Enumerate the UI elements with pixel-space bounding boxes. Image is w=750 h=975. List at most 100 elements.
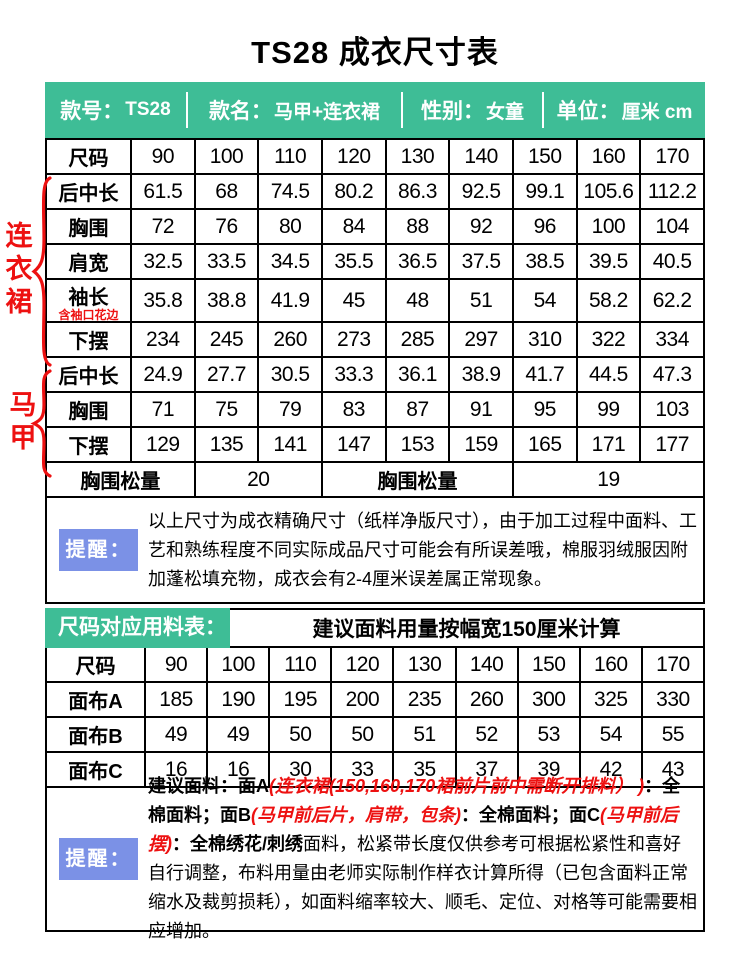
value-cell: 325 — [578, 681, 643, 718]
ease-row: 胸围松量 20 胸围松量 19 — [45, 461, 706, 498]
value-cell: 55 — [640, 716, 706, 753]
text-segment: ：全棉面料；面C — [461, 805, 600, 825]
row-label: 面布C — [45, 751, 146, 788]
text-segment: (连衣裙(150,160,170裙前片前中需断开排料） ) — [269, 776, 645, 796]
value-cell: 260 — [454, 681, 519, 718]
fabric-banner-note: 建议面料用量按幅宽150厘米计算 — [312, 618, 621, 641]
value-cell: 33.5 — [193, 243, 260, 280]
value-cell: 140 — [454, 646, 519, 683]
banner-item-label: 性别： — [420, 100, 484, 123]
vest-brace-icon — [30, 369, 52, 478]
value-cell: 300 — [516, 681, 581, 718]
value-cell: 43 — [640, 751, 706, 788]
value-cell: 48 — [384, 278, 451, 323]
value-cell: 36.5 — [384, 243, 451, 280]
value-cell: 96 — [511, 208, 578, 245]
value-cell: 79 — [257, 391, 323, 428]
value-cell: 80.2 — [320, 173, 387, 210]
value-cell: 91 — [448, 391, 514, 428]
value-cell: 165 — [511, 426, 578, 463]
value-cell: 52 — [454, 716, 519, 753]
value-cell: 190 — [206, 681, 271, 718]
vest-group-label: 马甲 — [9, 390, 37, 453]
table-row: 后中长 61.5 68 74.5 80.2 86.3 92.5 99.1 105.6 112.2 — [45, 173, 705, 210]
value-cell: 87 — [384, 391, 451, 428]
value-cell: 50 — [330, 716, 395, 753]
value-cell: 92.5 — [448, 173, 514, 210]
row-label: 尺码 — [45, 138, 132, 175]
ease-value: 20 — [193, 461, 323, 498]
banner-item-value: 马甲+连衣裙 — [273, 101, 381, 123]
value-cell: 100 — [206, 646, 271, 683]
page-title: TS28 成衣尺寸表 — [251, 35, 499, 70]
reminder-box-1: 提醒： 以上尺寸为成衣精确尺寸（纸样净版尺寸），由于加工过程中面料、工艺和熟练程… — [45, 496, 705, 604]
value-cell: 103 — [639, 391, 705, 428]
value-cell: 129 — [130, 426, 196, 463]
value-cell: 75 — [193, 391, 260, 428]
value-cell: 330 — [640, 681, 706, 718]
value-cell: 30 — [268, 751, 333, 788]
garment-size-table: 尺码 90 100 110 120 130 140 150 160 170 后中长 61.5 68 74.… — [45, 138, 706, 498]
value-cell: 140 — [448, 138, 514, 175]
value-cell: 35 — [392, 751, 457, 788]
table-row: 尺码 90 100 110 120 130 140 150 160 170 — [45, 138, 705, 175]
value-cell: 200 — [330, 681, 395, 718]
value-cell: 84 — [320, 208, 387, 245]
value-cell: 150 — [516, 646, 581, 683]
table-row: 袖长 含袖口花边 35.8 38.8 41.9 45 48 51 54 58.2 62.2 — [45, 278, 705, 323]
value-cell: 27.7 — [193, 356, 260, 393]
value-cell: 36.1 — [384, 356, 451, 393]
banner-item: 款号： TS28 — [45, 82, 186, 138]
table-row: 胸围 71 75 79 83 87 91 95 99 103 — [45, 391, 705, 428]
value-cell: 147 — [320, 426, 387, 463]
table-row: 面布A 185 190 195 200 235 260 300 325 330 — [45, 681, 706, 718]
value-cell: 297 — [448, 321, 514, 358]
value-cell: 16 — [143, 751, 209, 788]
value-cell: 83 — [320, 391, 387, 428]
value-cell: 37.5 — [448, 243, 514, 280]
value-cell: 38.5 — [511, 243, 578, 280]
value-cell: 61.5 — [130, 173, 196, 210]
value-cell: 41.9 — [257, 278, 323, 323]
row-label: 面布B — [45, 716, 146, 753]
row-label: 后中长 — [45, 173, 132, 210]
value-cell: 44.5 — [575, 356, 642, 393]
row-label: 后中长 — [45, 356, 132, 393]
value-cell: 99.1 — [511, 173, 578, 210]
banner-item-value: 女童 — [485, 101, 524, 123]
row-label: 尺码 — [45, 646, 146, 683]
row-label: 下摆 — [45, 321, 132, 358]
value-cell: 130 — [392, 646, 457, 683]
value-cell: 51 — [448, 278, 514, 323]
value-cell: 86.3 — [384, 173, 451, 210]
value-cell: 195 — [268, 681, 333, 718]
value-cell: 80 — [257, 208, 323, 245]
row-label: 胸围 — [45, 208, 132, 245]
row-label: 袖长 含袖口花边 — [45, 278, 132, 323]
value-cell: 177 — [639, 426, 705, 463]
value-cell: 170 — [639, 138, 705, 175]
reminder-rich-text: 建议面料：面A(连衣裙(150,160,170裙前片前中需断开排料） ) ：全棉面… — [148, 772, 697, 946]
value-cell: 153 — [384, 426, 451, 463]
fabric-usage-table: 尺码 90 100 110 120 130 140 150 160 170 面布A 185 190 195… — [45, 646, 706, 788]
value-cell: 310 — [511, 321, 578, 358]
row-label: 肩宽 — [45, 243, 132, 280]
banner-item-label: 款号： — [60, 100, 124, 123]
banner-item: 性别： 女童 — [403, 82, 542, 138]
banner-item-value: 厘米 cm — [621, 101, 693, 123]
value-cell: 50 — [268, 716, 333, 753]
value-cell: 33 — [330, 751, 395, 788]
value-cell: 68 — [193, 173, 260, 210]
value-cell: 38.9 — [448, 356, 514, 393]
banner-item-label: 款名： — [208, 100, 272, 123]
value-cell: 160 — [575, 138, 642, 175]
table-row: 下摆 234 245 260 273 285 297 310 322 334 — [45, 321, 705, 358]
value-cell: 42 — [578, 751, 643, 788]
value-cell: 76 — [193, 208, 260, 245]
text-segment: 建议面料：面A — [148, 776, 269, 796]
fabric-banner: 尺码对应用料表： 建议面料用量按幅宽150厘米计算 — [45, 608, 705, 648]
table-row: 尺码 90 100 110 120 130 140 150 160 170 — [45, 646, 706, 683]
value-cell: 45 — [320, 278, 387, 323]
value-cell: 35.8 — [130, 278, 196, 323]
